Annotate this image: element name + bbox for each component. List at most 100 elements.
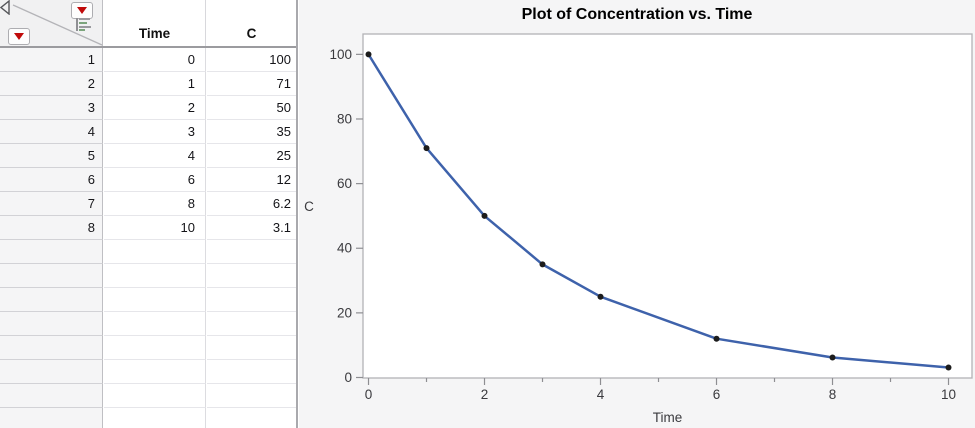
row-number-cell[interactable]: 7 [0,192,103,216]
y-tick-label: 0 [344,370,352,385]
row-number-cell[interactable]: 1 [0,48,103,72]
y-tick-label: 40 [337,241,352,256]
red-triangle-icon [77,7,87,14]
data-point[interactable] [829,354,836,361]
row-number-cell[interactable]: 2 [0,72,103,96]
chart-svg: 0 20 40 60 80 100 0 2 4 6 8 10 C Time [304,33,973,425]
c-cell[interactable]: 12 [207,168,296,192]
row-number-cell[interactable] [0,360,103,384]
table-corner-cell [0,0,103,46]
row-number-cell[interactable] [0,408,103,428]
time-cell[interactable]: 8 [104,192,206,216]
y-tick-label: 60 [337,176,352,191]
columns-red-triangle-button[interactable] [71,2,93,19]
table-row [0,336,296,360]
row-number-cell[interactable] [0,384,103,408]
c-cell[interactable] [207,288,296,312]
time-cell[interactable]: 3 [104,120,206,144]
c-cell[interactable]: 71 [207,72,296,96]
table-row [0,240,296,264]
table-row: 3 2 50 [0,96,296,120]
columns-list-icon [76,18,96,31]
c-cell[interactable] [207,312,296,336]
time-cell[interactable]: 0 [104,48,206,72]
data-point[interactable] [423,145,430,152]
x-axis-label: Time [653,410,683,425]
table-row: 8 10 3.1 [0,216,296,240]
data-point[interactable] [945,364,952,371]
table-header: Time C [0,0,296,48]
c-cell[interactable] [207,384,296,408]
time-cell[interactable] [104,312,206,336]
c-cell[interactable]: 6.2 [207,192,296,216]
table-row [0,264,296,288]
table-row: 5 4 25 [0,144,296,168]
x-tick-label: 4 [597,387,605,402]
diagonal-divider [12,4,103,46]
row-number-cell[interactable]: 6 [0,168,103,192]
time-cell[interactable]: 4 [104,144,206,168]
table-row: 1 0 100 [0,48,296,72]
row-number-cell[interactable]: 4 [0,120,103,144]
plot-title: Plot of Concentration vs. Time [521,6,753,23]
c-cell[interactable]: 100 [207,48,296,72]
series-line [367,53,950,369]
y-tick-label: 80 [337,111,352,126]
table-row: 2 1 71 [0,72,296,96]
c-cell[interactable] [207,336,296,360]
time-cell[interactable] [104,240,206,264]
table-row [0,312,296,336]
c-cell[interactable]: 25 [207,144,296,168]
x-tick-label: 2 [481,387,489,402]
rows-red-triangle-button[interactable] [8,28,30,45]
time-cell[interactable] [104,360,206,384]
column-header-time[interactable]: Time [104,0,206,46]
time-cell[interactable] [104,384,206,408]
row-number-cell[interactable] [0,288,103,312]
data-point[interactable] [481,212,488,219]
table-row: 6 6 12 [0,168,296,192]
time-cell[interactable]: 10 [104,216,206,240]
row-number-cell[interactable] [0,264,103,288]
x-tick-label: 10 [941,387,956,402]
time-cell[interactable]: 1 [104,72,206,96]
column-header-c[interactable]: C [207,0,296,46]
data-point[interactable] [365,51,372,58]
c-cell[interactable]: 35 [207,120,296,144]
row-number-cell[interactable] [0,312,103,336]
c-cell[interactable]: 3.1 [207,216,296,240]
x-tick-label: 0 [365,387,373,402]
c-cell[interactable]: 50 [207,96,296,120]
y-tick-label: 20 [337,305,352,320]
row-number-cell[interactable]: 5 [0,144,103,168]
table-row: 4 3 35 [0,120,296,144]
row-number-cell[interactable] [0,240,103,264]
row-number-cell[interactable]: 3 [0,96,103,120]
time-cell[interactable] [104,288,206,312]
table-row [0,384,296,408]
row-number-cell[interactable] [0,336,103,360]
data-point[interactable] [539,261,546,268]
table-row [0,288,296,312]
y-tick-label: 100 [329,47,352,62]
time-cell[interactable]: 2 [104,96,206,120]
c-cell[interactable] [207,240,296,264]
row-number-cell[interactable]: 8 [0,216,103,240]
time-cell[interactable] [104,336,206,360]
data-point[interactable] [713,335,720,342]
data-point[interactable] [597,293,604,300]
data-table-panel: Time C 1 0 100 2 1 71 3 2 50 4 3 35 5 4 25 6 6 12 7 8 6.2 8 10… [0,0,298,428]
x-tick-label: 6 [713,387,721,402]
time-cell[interactable] [104,264,206,288]
chart-frame [362,33,973,379]
c-cell[interactable] [207,408,296,428]
c-cell[interactable] [207,264,296,288]
table-row: 7 8 6.2 [0,192,296,216]
table-rows: 1 0 100 2 1 71 3 2 50 4 3 35 5 4 25 6 6 12 7 8 6.2 8 10 3.1 [0,48,296,428]
collapse-triangle-icon[interactable] [0,0,11,15]
time-cell[interactable]: 6 [104,168,206,192]
table-row [0,360,296,384]
c-cell[interactable] [207,360,296,384]
time-cell[interactable] [104,408,206,428]
